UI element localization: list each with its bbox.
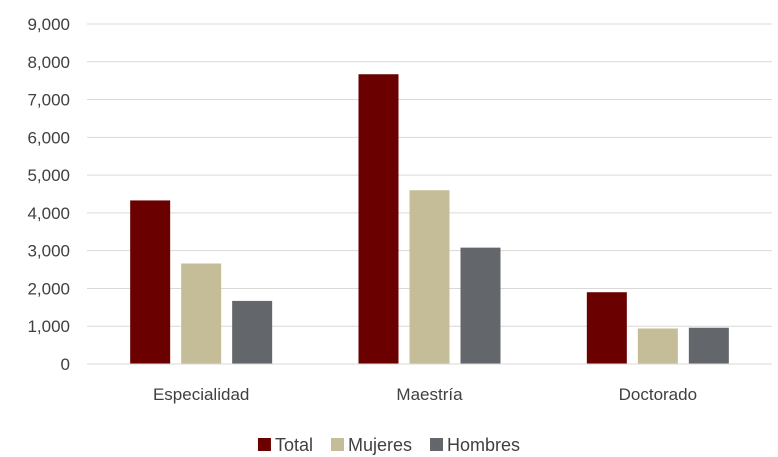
- legend-swatch-total: [257, 438, 271, 451]
- bar-hombres-3: [688, 327, 729, 364]
- x-category-label: Especialidad: [153, 385, 249, 404]
- x-category-label: Maestría: [396, 385, 463, 404]
- y-tick-label: 7,000: [27, 91, 70, 110]
- legend-label-hombres: Hombres: [447, 435, 520, 455]
- y-tick-label: 9,000: [27, 15, 70, 34]
- bar-total-3: [586, 292, 627, 364]
- legend-swatch-hombres: [430, 438, 444, 451]
- y-tick-label: 5,000: [27, 166, 70, 185]
- y-tick-label: 0: [61, 355, 70, 374]
- legend: Total Mujeres Hombres: [257, 435, 520, 455]
- bar-hombres-2: [460, 247, 501, 364]
- y-tick-label: 3,000: [27, 242, 70, 261]
- legend-swatch-mujeres: [330, 438, 344, 451]
- y-tick-label: 2,000: [27, 279, 70, 298]
- x-category-label: Doctorado: [619, 385, 697, 404]
- bar-hombres-1: [232, 300, 273, 364]
- bars: [130, 74, 729, 364]
- bar-mujeres-3: [637, 328, 678, 364]
- y-tick-label: 8,000: [27, 53, 70, 72]
- bar-mujeres-2: [409, 190, 450, 364]
- bar-total-1: [130, 200, 171, 364]
- y-tick-label: 6,000: [27, 128, 70, 147]
- x-axis: Especialidad Maestría Doctorado: [87, 363, 772, 404]
- y-axis: 0 1,000 2,000 3,000 4,000 5,000 6,000 7,000 8,00…: [27, 15, 70, 374]
- legend-label-total: Total: [275, 435, 313, 455]
- bar-mujeres-1: [181, 263, 222, 364]
- legend-label-mujeres: Mujeres: [348, 435, 412, 455]
- bar-total-2: [358, 74, 399, 364]
- y-tick-label: 1,000: [27, 317, 70, 336]
- y-tick-label: 4,000: [27, 204, 70, 223]
